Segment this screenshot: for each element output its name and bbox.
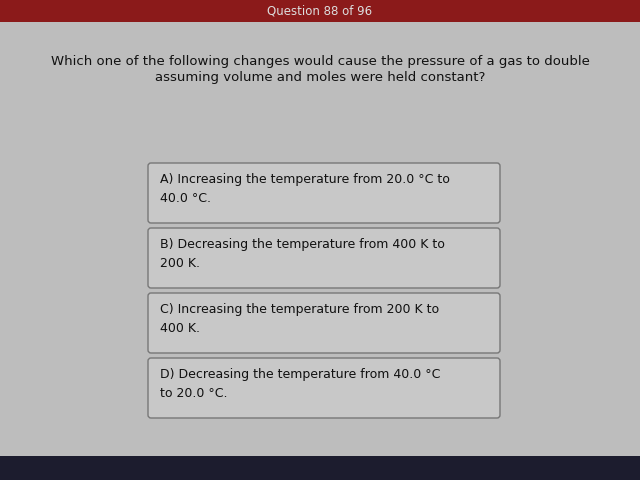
FancyBboxPatch shape bbox=[148, 228, 500, 288]
Text: Which one of the following changes would cause the pressure of a gas to double: Which one of the following changes would… bbox=[51, 55, 589, 68]
Text: B) Decreasing the temperature from 400 K to
200 K.: B) Decreasing the temperature from 400 K… bbox=[160, 238, 445, 270]
Text: A) Increasing the temperature from 20.0 °C to
40.0 °C.: A) Increasing the temperature from 20.0 … bbox=[160, 173, 450, 205]
Bar bbox=[0, 0, 640, 22]
Text: D) Decreasing the temperature from 40.0 °C
to 20.0 °C.: D) Decreasing the temperature from 40.0 … bbox=[160, 368, 440, 400]
Text: assuming volume and moles were held constant?: assuming volume and moles were held cons… bbox=[155, 71, 485, 84]
FancyBboxPatch shape bbox=[148, 293, 500, 353]
FancyBboxPatch shape bbox=[148, 163, 500, 223]
FancyBboxPatch shape bbox=[148, 358, 500, 418]
Text: Question 88 of 96: Question 88 of 96 bbox=[268, 4, 372, 17]
Text: C) Increasing the temperature from 200 K to
400 K.: C) Increasing the temperature from 200 K… bbox=[160, 303, 439, 335]
Bar bbox=[0, 456, 640, 480]
